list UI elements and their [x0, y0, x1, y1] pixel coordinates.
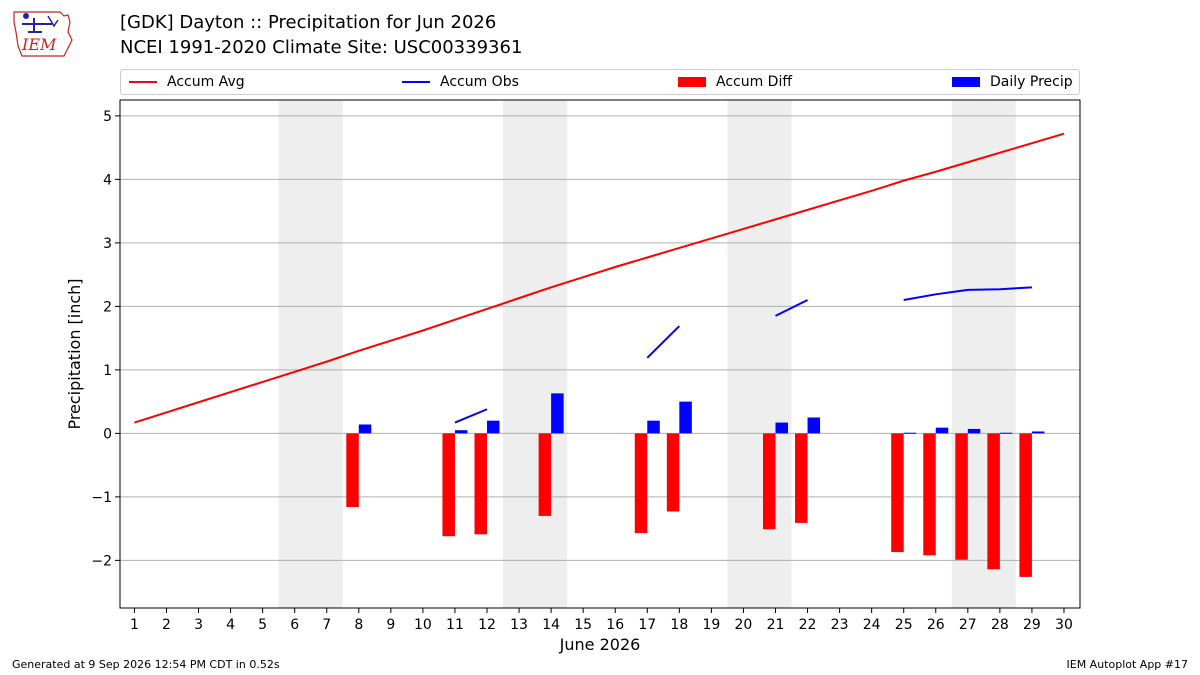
legend-label-daily-precip: Daily Precip — [990, 74, 1073, 90]
footer-app: IEM Autoplot App #17 — [1066, 658, 1189, 671]
chart-legend: Accum Avg Accum Obs Accum Diff Daily Pre… — [120, 69, 1080, 95]
x-tick-label: 5 — [258, 617, 267, 633]
x-tick-label: 10 — [414, 617, 432, 633]
bar-daily-precip — [679, 401, 692, 434]
bar-daily-precip — [647, 420, 660, 434]
x-tick-label: 3 — [194, 617, 203, 633]
x-tick-label: 19 — [702, 617, 720, 633]
x-tick-label: 21 — [767, 617, 785, 633]
legend-item-accum-obs: Accum Obs — [402, 70, 519, 94]
bar-accum-diff — [955, 433, 968, 560]
footer-generated: Generated at 9 Sep 2026 12:54 PM CDT in … — [12, 658, 280, 671]
x-tick-label: 28 — [991, 617, 1009, 633]
bar-daily-precip — [358, 424, 372, 434]
bar-daily-precip — [1031, 431, 1045, 434]
x-tick-label: 6 — [290, 617, 299, 633]
logo-text: IEM — [21, 35, 57, 54]
bar-accum-diff — [891, 433, 904, 553]
legend-item-accum-avg: Accum Avg — [129, 70, 245, 94]
x-tick-label: 30 — [1055, 617, 1073, 633]
bar-daily-precip — [775, 422, 788, 434]
bar-daily-precip — [487, 420, 500, 434]
bar-accum-diff — [474, 433, 488, 535]
bar-daily-precip — [999, 432, 1013, 434]
bar-daily-precip — [967, 428, 981, 434]
x-tick-label: 17 — [638, 617, 656, 633]
x-tick-label: 8 — [354, 617, 363, 633]
x-tick-label: 29 — [1023, 617, 1041, 633]
line-accum-obs — [646, 325, 681, 359]
bar-accum-diff — [538, 433, 552, 516]
x-tick-label: 27 — [959, 617, 977, 633]
bar-daily-precip — [454, 430, 468, 434]
bar-daily-precip — [903, 432, 917, 434]
bar-accum-diff — [666, 433, 680, 512]
x-tick-label: 26 — [927, 617, 945, 633]
legend-item-accum-diff: Accum Diff — [678, 70, 792, 94]
line-accum-avg — [134, 132, 1065, 424]
legend-swatch-accum-avg — [129, 81, 157, 83]
y-tick-label: −1 — [91, 490, 112, 506]
x-tick-label: 14 — [542, 617, 560, 633]
legend-swatch-daily-precip — [952, 77, 980, 87]
x-tick-label: 25 — [895, 617, 913, 633]
chart-title: [GDK] Dayton :: Precipitation for Jun 20… — [120, 12, 497, 33]
x-tick-label: 16 — [606, 617, 624, 633]
weekend-band — [278, 100, 343, 608]
x-tick-label: 4 — [226, 617, 235, 633]
x-tick-label: 2 — [162, 617, 171, 633]
bar-accum-diff — [634, 433, 648, 534]
bar-accum-diff — [346, 433, 359, 508]
y-tick-label: 3 — [103, 236, 112, 252]
bar-accum-diff — [762, 433, 776, 530]
bar-daily-precip — [551, 393, 564, 434]
x-tick-label: 23 — [831, 617, 849, 633]
y-axis-label: Precipitation [inch] — [65, 278, 84, 429]
legend-item-daily-precip: Daily Precip — [952, 70, 1073, 94]
x-tick-label: 24 — [863, 617, 881, 633]
y-tick-label: 2 — [103, 299, 112, 315]
legend-swatch-accum-diff — [678, 77, 706, 87]
weekend-band — [727, 100, 792, 608]
bar-accum-diff — [442, 433, 455, 537]
iem-logo: IEM — [8, 6, 78, 58]
line-accum-obs — [903, 286, 1032, 302]
x-tick-label: 22 — [799, 617, 817, 633]
bar-accum-diff — [987, 433, 1000, 570]
chart-subtitle: NCEI 1991-2020 Climate Site: USC00339361 — [120, 37, 523, 58]
legend-label-accum-avg: Accum Avg — [167, 74, 245, 90]
x-tick-label: 12 — [478, 617, 496, 633]
x-tick-label: 1 — [130, 617, 139, 633]
line-accum-obs — [454, 408, 488, 424]
y-tick-label: 4 — [103, 172, 112, 188]
weekend-band — [503, 100, 568, 608]
plot-frame — [119, 99, 1081, 609]
x-tick-label: 18 — [670, 617, 688, 633]
line-accum-obs — [775, 299, 808, 317]
bar-accum-diff — [1019, 433, 1032, 577]
x-tick-label: 15 — [574, 617, 592, 633]
legend-swatch-accum-obs — [402, 81, 430, 83]
y-tick-label: 5 — [103, 109, 112, 125]
x-tick-label: 13 — [510, 617, 528, 633]
x-tick-label: 7 — [322, 617, 331, 633]
bar-accum-diff — [923, 433, 936, 556]
bar-daily-precip — [807, 417, 821, 434]
bar-accum-diff — [795, 433, 808, 523]
legend-label-accum-obs: Accum Obs — [440, 74, 519, 90]
x-axis-label: June 2026 — [559, 635, 641, 654]
y-tick-label: −2 — [91, 553, 112, 569]
y-tick-label: 1 — [103, 363, 112, 379]
y-tick-label: 0 — [103, 426, 112, 442]
x-tick-label: 9 — [386, 617, 395, 633]
bar-daily-precip — [935, 427, 949, 434]
x-tick-label: 11 — [446, 617, 464, 633]
legend-label-accum-diff: Accum Diff — [716, 74, 793, 90]
x-tick-label: 20 — [735, 617, 753, 633]
